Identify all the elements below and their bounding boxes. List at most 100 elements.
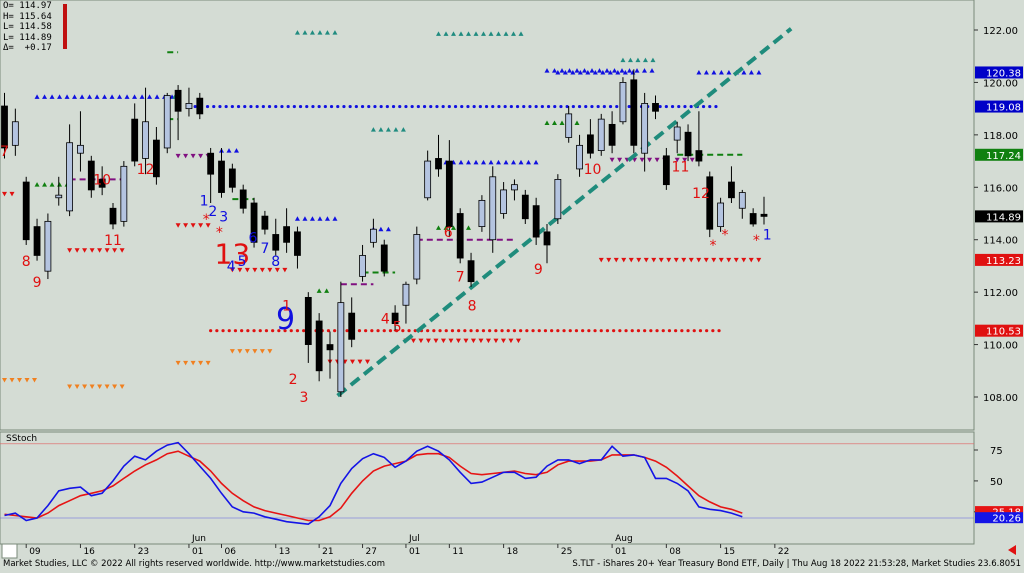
level-dot <box>602 104 606 109</box>
level-triangle-down <box>688 257 694 263</box>
level-triangle-down <box>500 338 506 344</box>
level-triangle-down <box>190 360 196 366</box>
level-dot <box>271 329 275 333</box>
count-label: 13 <box>215 237 251 270</box>
level-triangle-up <box>317 30 323 35</box>
candle-up <box>576 144 583 170</box>
level-triangle-down <box>175 223 181 228</box>
x-tick-label: 16 <box>83 547 95 557</box>
scroll-arrow-icon[interactable] <box>1008 545 1016 555</box>
level-triangle-down <box>183 360 189 366</box>
level-triangle-up <box>102 94 108 99</box>
level-dot <box>333 329 337 333</box>
corner-box[interactable] <box>1 543 18 559</box>
level-triangle-up <box>726 69 732 75</box>
level-triangle-down <box>104 384 110 390</box>
level-triangle-up <box>451 31 456 36</box>
level-dot <box>261 104 265 109</box>
level-dot <box>292 104 296 109</box>
level-dot <box>574 329 579 333</box>
level-dot <box>205 104 210 109</box>
candle-down <box>445 160 453 228</box>
y-tick-label: 108.00 <box>983 393 1018 404</box>
level-dot <box>596 104 600 109</box>
level-triangle-up <box>317 216 323 221</box>
level-dot <box>274 104 278 109</box>
candle-down <box>521 194 529 220</box>
level-triangle-down <box>455 338 461 344</box>
candle-down <box>543 231 551 246</box>
footer-instrument: S.TLT - iShares 20+ Year Treasury Bond E… <box>572 559 1021 569</box>
candle-down <box>239 189 247 209</box>
level-triangle-down <box>440 338 446 344</box>
candle-down <box>87 160 95 191</box>
level-dot <box>478 104 482 109</box>
level-triangle-down <box>259 349 265 354</box>
level-triangle-up <box>511 159 516 165</box>
y-tick-label: 114.00 <box>983 236 1018 247</box>
level-triangle-down <box>478 338 484 344</box>
level-triangle-up <box>533 159 539 165</box>
level-dot <box>444 329 448 333</box>
level-dot <box>488 329 492 333</box>
level-dot <box>587 329 591 333</box>
level-triangle-down <box>658 257 664 263</box>
level-triangle-up <box>294 30 300 35</box>
level-dot <box>680 329 684 333</box>
level-triangle-down <box>425 338 431 344</box>
level-dot <box>636 329 641 333</box>
level-triangle-down <box>67 384 73 390</box>
x-tick-label: 01 <box>409 547 420 557</box>
candle-down <box>706 176 714 230</box>
level-triangle-up <box>756 69 762 75</box>
level-dot <box>258 329 262 333</box>
level-triangle-up <box>332 216 338 221</box>
level-dot <box>441 104 445 109</box>
level-triangle-up <box>154 94 160 99</box>
level-dot <box>447 104 451 109</box>
candle-up <box>359 255 366 277</box>
level-triangle-down <box>229 267 235 273</box>
stoch-panel-title: SStoch <box>6 434 37 444</box>
level-dot <box>376 329 380 333</box>
candle-up <box>478 199 486 228</box>
candle-up <box>619 82 627 123</box>
level-triangle-down <box>639 157 645 163</box>
candle-down <box>1 105 8 149</box>
candle-down <box>315 320 323 372</box>
level-dot <box>280 104 284 109</box>
level-dot <box>379 104 383 109</box>
level-triangle-down <box>24 377 30 383</box>
count-label: 4 <box>381 312 390 328</box>
level-triangle-up <box>57 182 63 187</box>
level-triangle-down <box>711 257 717 263</box>
level-dot <box>543 329 548 333</box>
level-triangle-up <box>642 57 648 63</box>
level-triangle-up <box>559 68 565 73</box>
level-triangle-up <box>488 31 494 36</box>
price-badge <box>975 253 1023 266</box>
level-dot <box>233 329 238 333</box>
level-triangle-down <box>82 384 88 390</box>
x-tick-label: 23 <box>138 547 149 557</box>
trendline <box>336 27 793 398</box>
level-triangle-up <box>511 31 516 36</box>
level-triangle-down <box>252 267 258 273</box>
level-triangle-up <box>79 94 85 99</box>
candle-up <box>11 121 19 146</box>
level-dot <box>714 104 718 109</box>
level-triangle-up <box>458 31 464 36</box>
x-tick-label: Aug <box>615 534 633 544</box>
change-indicator-bar <box>63 4 67 49</box>
count-label: 7 <box>456 270 465 286</box>
count-label: 5 <box>393 319 402 335</box>
level-dot <box>562 329 566 333</box>
level-triangle-down <box>89 248 95 253</box>
level-triangle-up <box>132 94 138 99</box>
level-triangle-down <box>365 359 370 365</box>
level-triangle-down <box>183 153 189 159</box>
candle-up <box>66 142 73 212</box>
level-triangle-up <box>552 68 557 73</box>
y-tick-label: 110.00 <box>983 341 1018 352</box>
